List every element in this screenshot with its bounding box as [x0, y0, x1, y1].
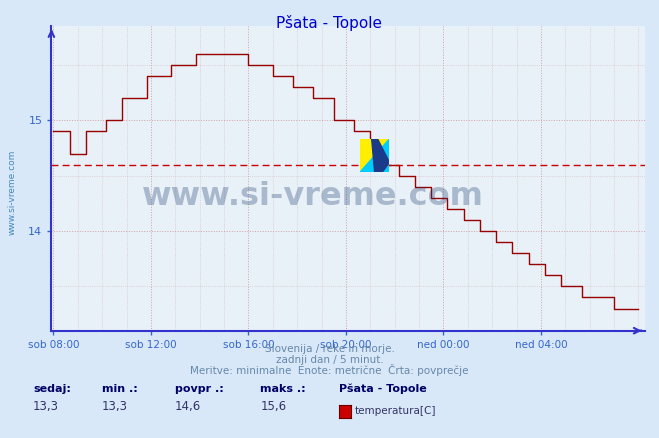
Text: www.si-vreme.com: www.si-vreme.com [142, 181, 483, 212]
Text: Pšata - Topole: Pšata - Topole [339, 384, 427, 394]
Text: temperatura[C]: temperatura[C] [355, 406, 436, 416]
Text: sedaj:: sedaj: [33, 384, 71, 394]
Text: povpr .:: povpr .: [175, 384, 223, 394]
Text: 13,3: 13,3 [33, 399, 59, 413]
Text: 14,6: 14,6 [175, 399, 201, 413]
Text: min .:: min .: [102, 384, 138, 394]
Text: 15,6: 15,6 [260, 399, 287, 413]
Text: Pšata - Topole: Pšata - Topole [277, 15, 382, 32]
Text: 13,3: 13,3 [102, 399, 128, 413]
Polygon shape [360, 139, 389, 173]
Text: maks .:: maks .: [260, 384, 306, 394]
Polygon shape [360, 139, 389, 173]
Text: Meritve: minimalne  Enote: metrične  Črta: povprečje: Meritve: minimalne Enote: metrične Črta:… [190, 364, 469, 376]
Text: Slovenija / reke in morje.: Slovenija / reke in morje. [264, 344, 395, 354]
Polygon shape [372, 139, 389, 173]
Text: zadnji dan / 5 minut.: zadnji dan / 5 minut. [275, 355, 384, 365]
Text: www.si-vreme.com: www.si-vreme.com [8, 150, 17, 235]
